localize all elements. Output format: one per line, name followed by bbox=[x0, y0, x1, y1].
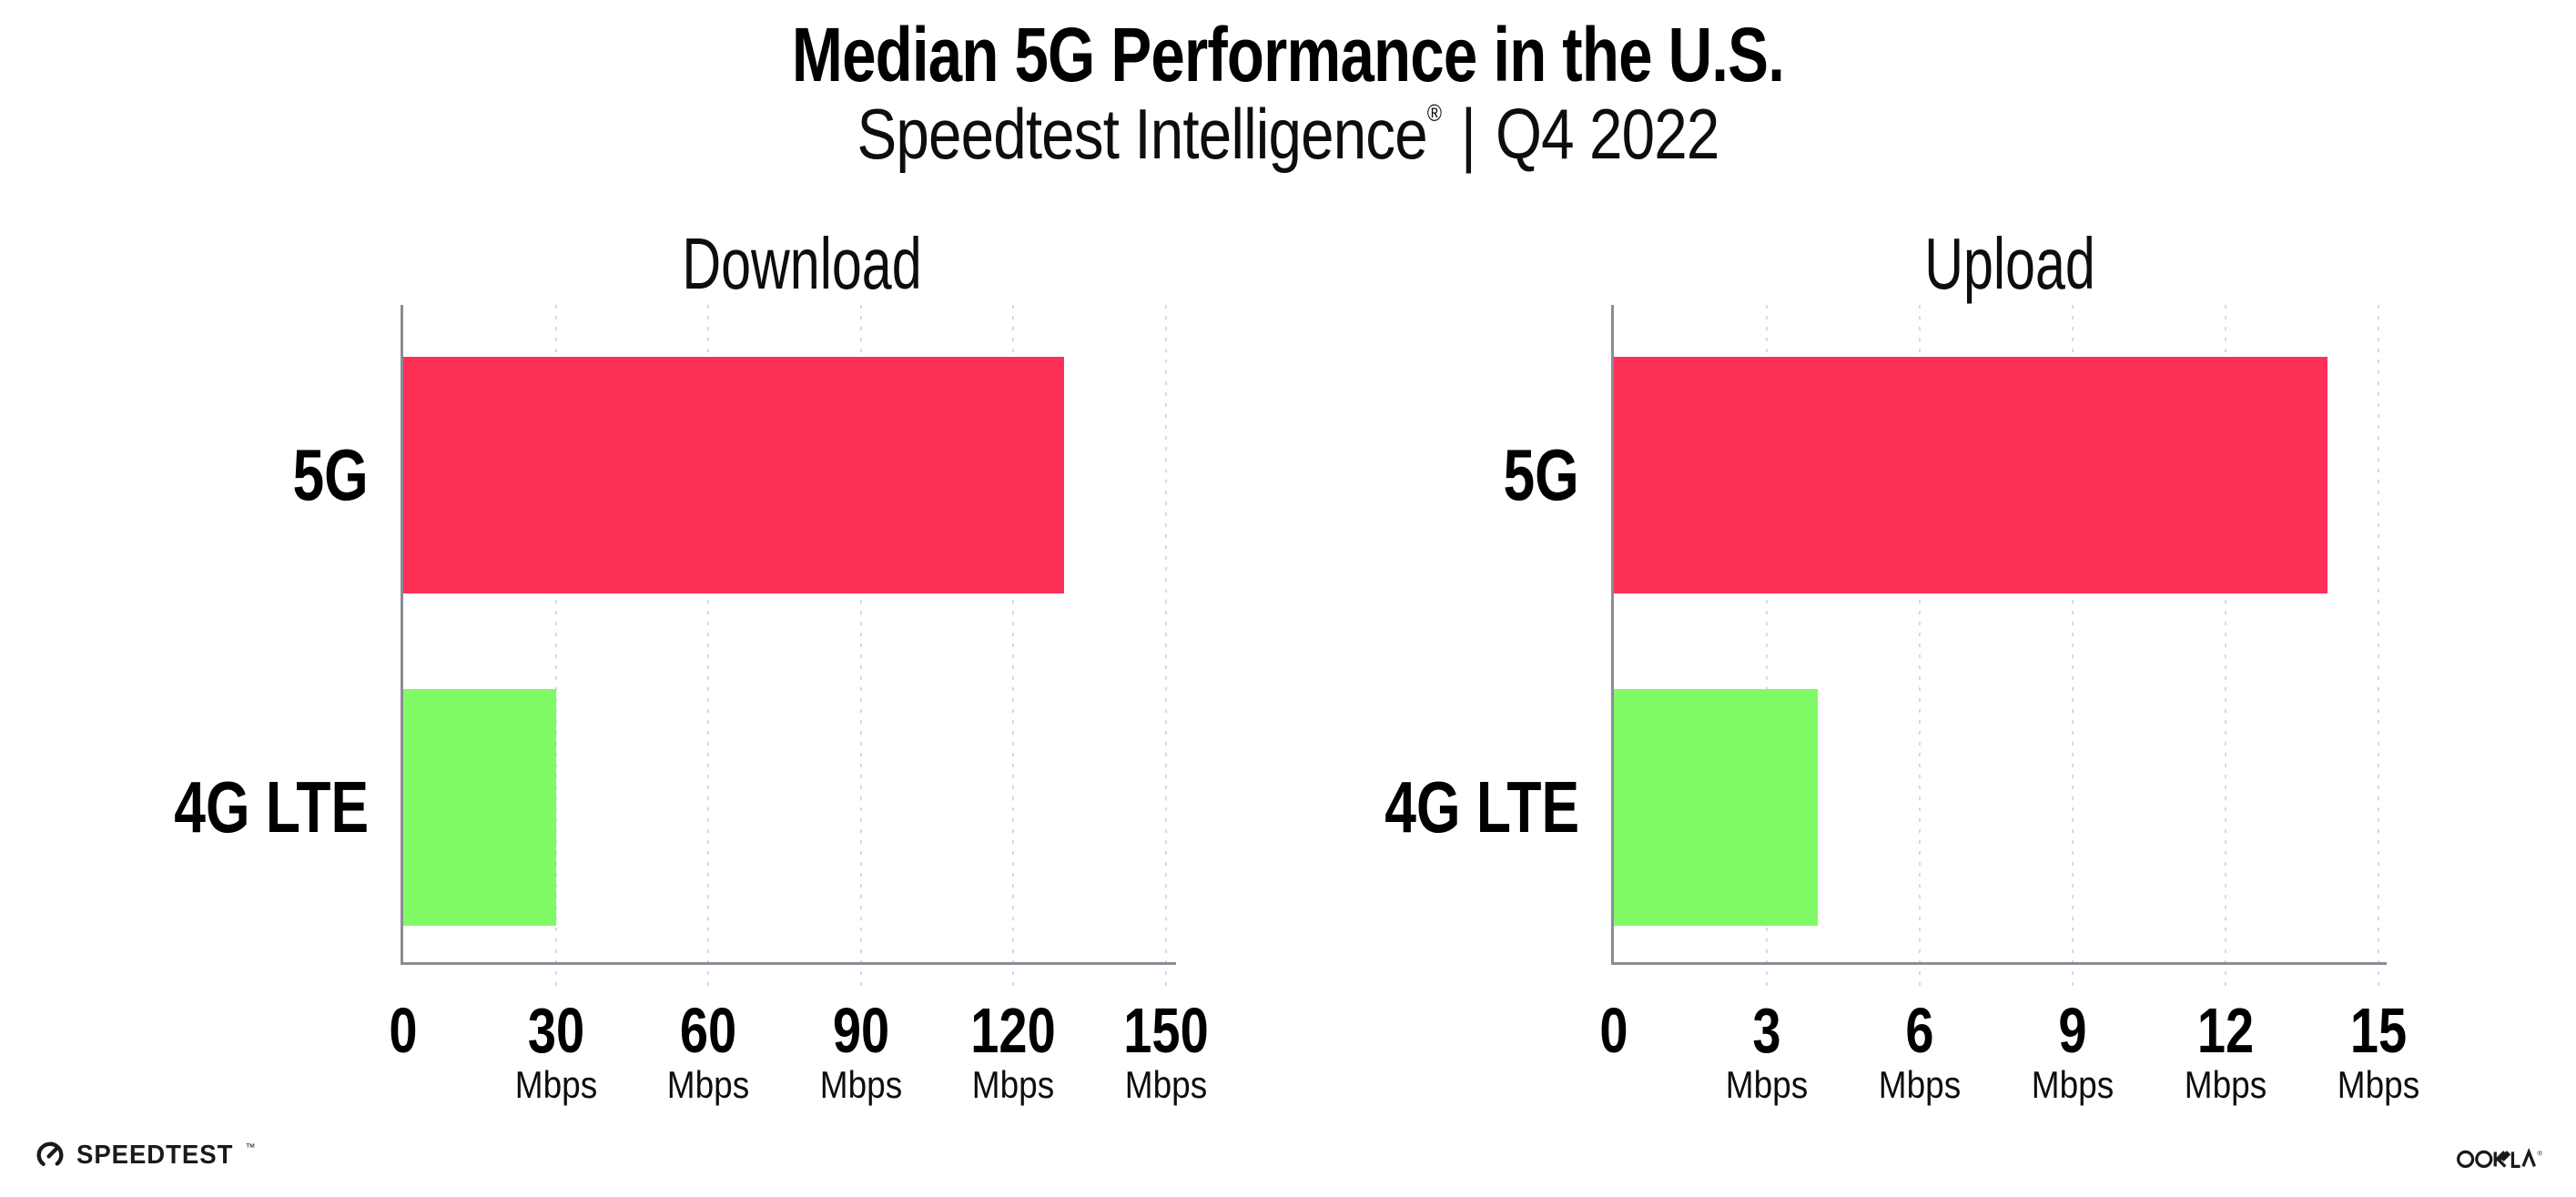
x-tick-label-download-60: 60 bbox=[680, 995, 737, 1066]
x-tick-unit-download-150: Mbps bbox=[1124, 1063, 1208, 1106]
gridline-download-150 bbox=[1165, 305, 1167, 988]
bar-4g-lte-download bbox=[403, 689, 556, 926]
bar-5g-upload bbox=[1614, 357, 2328, 593]
x-tick-unit-download-120: Mbps bbox=[972, 1063, 1055, 1106]
x-tick-label-upload-3: 3 bbox=[1752, 995, 1781, 1066]
gridline-download-30 bbox=[554, 305, 557, 988]
category-label-5g-download: 5G bbox=[292, 434, 369, 515]
trademark-icon: ™ bbox=[245, 1142, 256, 1153]
gridline-download-120 bbox=[1012, 305, 1015, 988]
speedtest-wordmark: SPEEDTEST bbox=[76, 1140, 234, 1170]
x-tick-label-download-0: 0 bbox=[389, 995, 418, 1066]
x-tick-label-upload-15: 15 bbox=[2349, 995, 2408, 1066]
x-tick-label-upload-9: 9 bbox=[2058, 995, 2087, 1066]
ookla-logo: ® bbox=[2457, 1143, 2544, 1171]
download-chart-title: Download bbox=[682, 223, 922, 304]
upload-chart-title: Upload bbox=[1924, 223, 2095, 304]
category-label-5g-upload: 5G bbox=[1503, 434, 1579, 515]
gridline-upload-9 bbox=[2072, 305, 2074, 988]
x-tick-label-upload-6: 6 bbox=[1905, 995, 1934, 1066]
category-label-4g-lte-upload: 4G LTE bbox=[1384, 766, 1579, 847]
gridline-upload-15 bbox=[2378, 305, 2379, 988]
x-tick-label-download-120: 120 bbox=[970, 995, 1057, 1066]
bar-4g-lte-upload bbox=[1614, 689, 1818, 926]
page-subtitle: Speedtest Intelligence® | Q4 2022 bbox=[206, 93, 2369, 176]
gridline-upload-12 bbox=[2225, 305, 2226, 988]
x-tick-label-upload-0: 0 bbox=[1599, 995, 1628, 1066]
x-tick-label-download-30: 30 bbox=[527, 995, 584, 1066]
subtitle-period: Q4 2022 bbox=[1495, 94, 1719, 174]
x-tick-unit-upload-12: Mbps bbox=[2184, 1063, 2267, 1106]
x-tick-label-download-150: 150 bbox=[1123, 995, 1209, 1066]
gridline-upload-6 bbox=[1919, 305, 1921, 988]
gridline-download-90 bbox=[859, 305, 862, 988]
bar-5g-download bbox=[403, 357, 1064, 593]
ookla-registered-mark: ® bbox=[2537, 1150, 2542, 1158]
ookla-wordmark-icon: ® bbox=[2457, 1147, 2542, 1169]
x-tick-unit-upload-9: Mbps bbox=[2031, 1063, 2115, 1106]
registered-mark-icon: ® bbox=[1426, 99, 1442, 127]
speedtest-logo: SPEEDTEST ™ bbox=[35, 1140, 262, 1171]
x-axis-download bbox=[401, 962, 1176, 965]
page-title: Median 5G Performance in the U.S. bbox=[791, 12, 1785, 97]
x-axis-upload bbox=[1611, 962, 2387, 965]
x-tick-unit-download-60: Mbps bbox=[666, 1063, 750, 1106]
y-axis-download bbox=[401, 305, 403, 965]
x-tick-unit-upload-6: Mbps bbox=[1878, 1063, 1962, 1106]
subtitle-brand: Speedtest Intelligence bbox=[857, 94, 1428, 174]
x-tick-label-upload-12: 12 bbox=[2196, 995, 2255, 1066]
y-axis-upload bbox=[1611, 305, 1614, 965]
x-tick-unit-download-90: Mbps bbox=[819, 1063, 902, 1106]
gridline-upload-3 bbox=[1766, 305, 1768, 988]
speedtest-gauge-icon bbox=[36, 1141, 64, 1169]
x-tick-unit-upload-15: Mbps bbox=[2337, 1063, 2420, 1106]
x-tick-unit-upload-3: Mbps bbox=[1725, 1063, 1809, 1106]
subtitle-separator: | bbox=[1460, 94, 1476, 174]
category-label-4g-lte-download: 4G LTE bbox=[174, 766, 369, 847]
x-tick-label-download-90: 90 bbox=[832, 995, 889, 1066]
x-tick-unit-download-30: Mbps bbox=[514, 1063, 597, 1106]
gridline-download-60 bbox=[707, 305, 710, 988]
